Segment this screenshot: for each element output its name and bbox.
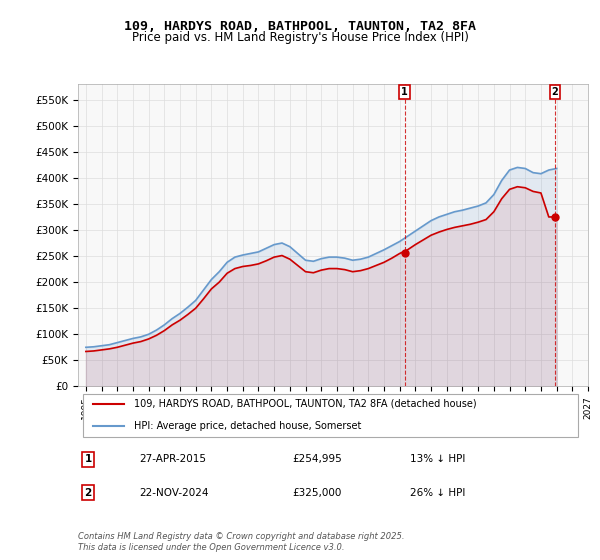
Text: 13% ↓ HPI: 13% ↓ HPI: [409, 454, 465, 464]
Text: HPI: Average price, detached house, Somerset: HPI: Average price, detached house, Some…: [134, 421, 361, 431]
Text: 109, HARDYS ROAD, BATHPOOL, TAUNTON, TA2 8FA: 109, HARDYS ROAD, BATHPOOL, TAUNTON, TA2…: [124, 20, 476, 32]
Text: 109, HARDYS ROAD, BATHPOOL, TAUNTON, TA2 8FA (detached house): 109, HARDYS ROAD, BATHPOOL, TAUNTON, TA2…: [134, 399, 477, 409]
Text: 1: 1: [401, 87, 408, 97]
FancyBboxPatch shape: [83, 394, 578, 437]
Text: £254,995: £254,995: [292, 454, 342, 464]
Text: Contains HM Land Registry data © Crown copyright and database right 2025.
This d: Contains HM Land Registry data © Crown c…: [78, 532, 404, 552]
Text: Price paid vs. HM Land Registry's House Price Index (HPI): Price paid vs. HM Land Registry's House …: [131, 31, 469, 44]
Text: 2: 2: [551, 87, 559, 97]
Text: 22-NOV-2024: 22-NOV-2024: [139, 488, 209, 498]
Text: 1: 1: [85, 454, 92, 464]
Text: 27-APR-2015: 27-APR-2015: [139, 454, 206, 464]
Text: 26% ↓ HPI: 26% ↓ HPI: [409, 488, 465, 498]
Text: 2: 2: [85, 488, 92, 498]
Text: £325,000: £325,000: [292, 488, 341, 498]
